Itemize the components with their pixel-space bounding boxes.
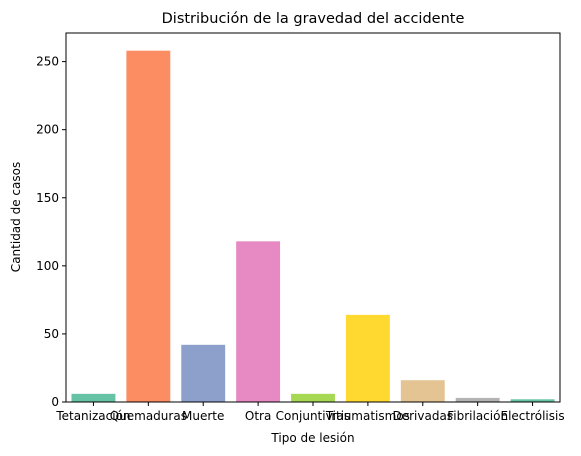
y-tick-label: 0: [51, 395, 59, 409]
bar-7: [455, 397, 500, 402]
x-tick-label: Muerte: [182, 409, 224, 423]
y-tick-label: 50: [44, 327, 59, 341]
bar-5: [345, 314, 390, 402]
bar-1: [126, 50, 171, 402]
y-tick-label: 100: [36, 259, 59, 273]
bar-0: [71, 393, 116, 402]
y-axis-label: Cantidad de casos: [9, 162, 23, 272]
y-axis-ticks: 0 50 100 150 200 250: [36, 55, 66, 409]
x-tick-label: Traumatismos: [325, 409, 410, 423]
chart-title: Distribución de la gravedad del accident…: [162, 11, 465, 27]
y-tick-label: 200: [36, 123, 59, 137]
bar-2: [181, 344, 226, 402]
bars-group: [71, 50, 555, 402]
x-tick-label: Tetanización: [55, 409, 130, 423]
y-tick-label: 150: [36, 191, 59, 205]
x-tick-label: Conjuntivitis: [276, 409, 351, 423]
x-tick-label: Derivadas: [392, 409, 453, 423]
bar-6: [400, 380, 445, 402]
bar-8: [510, 399, 555, 402]
x-tick-label: Quemaduras: [110, 409, 187, 423]
x-tick-label: Electrólisis: [500, 409, 564, 423]
x-tick-label: Otra: [245, 409, 271, 423]
bar-3: [236, 241, 281, 402]
bar-4: [291, 393, 335, 402]
x-axis-label: Tipo de lesión: [270, 431, 354, 445]
y-tick-label: 250: [36, 55, 59, 69]
x-tick-label: Fibrilación: [447, 409, 508, 423]
